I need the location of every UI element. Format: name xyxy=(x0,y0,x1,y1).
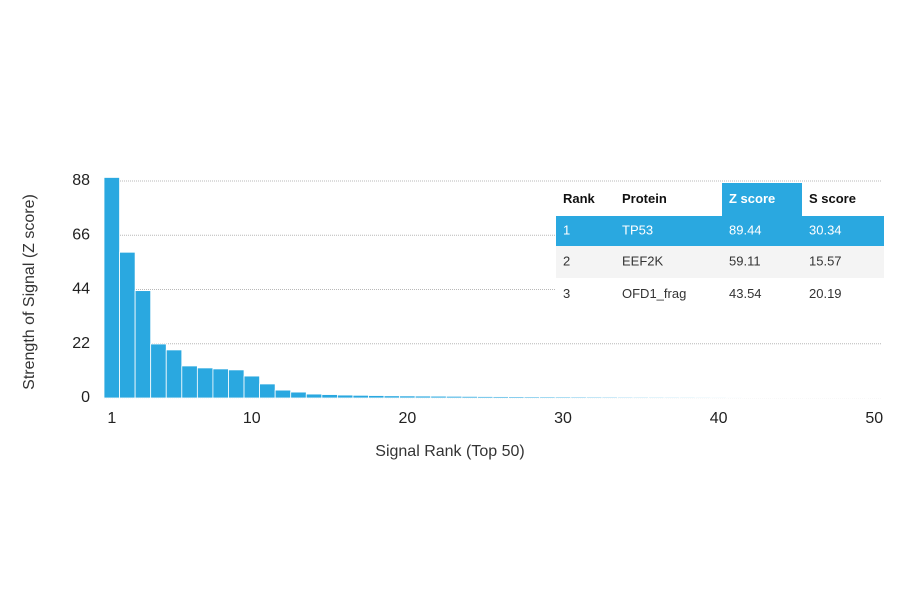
bar xyxy=(430,395,447,399)
bar xyxy=(834,396,852,399)
bar xyxy=(601,396,618,399)
bar xyxy=(492,396,509,399)
header-highlight xyxy=(722,183,802,216)
bar xyxy=(632,396,649,399)
bar xyxy=(648,396,665,399)
bar xyxy=(694,396,712,399)
table-cell: 3 xyxy=(563,286,570,301)
x-tick-label: 30 xyxy=(554,410,572,427)
bar xyxy=(134,290,152,399)
bar xyxy=(772,396,790,399)
y-tick-label: 44 xyxy=(72,281,90,298)
bar xyxy=(119,251,136,399)
bar xyxy=(196,367,214,399)
bar xyxy=(741,396,758,399)
bar xyxy=(243,375,260,399)
bar xyxy=(585,396,603,399)
bar xyxy=(679,396,696,399)
bar xyxy=(321,394,338,399)
table-cell: 1 xyxy=(563,222,570,237)
bar xyxy=(461,395,478,399)
bar xyxy=(103,177,120,399)
bar xyxy=(788,396,805,399)
bar xyxy=(414,395,432,399)
bar xyxy=(554,396,572,399)
bar xyxy=(663,396,681,399)
bar xyxy=(259,383,276,399)
bar xyxy=(570,396,587,399)
x-tick-label: 10 xyxy=(243,410,261,427)
x-tick-label: 20 xyxy=(399,410,417,427)
bar xyxy=(803,396,821,399)
table-header: Rank xyxy=(563,191,596,206)
bar xyxy=(274,389,292,399)
bar xyxy=(523,396,541,399)
y-axis-title: Strength of Signal (Z score) xyxy=(21,194,38,390)
bar xyxy=(445,395,463,399)
x-tick-label: 50 xyxy=(865,410,883,427)
y-tick-label: 88 xyxy=(72,172,90,189)
bar xyxy=(399,395,416,399)
table-cell: EEF2K xyxy=(622,253,664,268)
bar xyxy=(228,369,245,399)
table-cell: 89.44 xyxy=(729,222,762,237)
bar xyxy=(477,396,494,399)
bar xyxy=(336,394,354,399)
bar xyxy=(866,397,883,399)
table-cell: 43.54 xyxy=(729,286,762,301)
bar xyxy=(352,394,369,399)
table-header: Protein xyxy=(622,191,667,206)
y-tick-label: 0 xyxy=(81,389,90,406)
bar xyxy=(181,365,198,399)
table-row xyxy=(556,216,884,246)
bar xyxy=(617,396,634,399)
x-axis-title: Signal Rank (Top 50) xyxy=(375,443,524,460)
y-tick-label: 22 xyxy=(72,335,90,352)
bar xyxy=(726,396,743,399)
bar xyxy=(368,395,385,399)
table-row xyxy=(556,278,884,311)
bar xyxy=(819,396,836,399)
table-cell: 30.34 xyxy=(809,222,842,237)
bar xyxy=(383,395,401,399)
bar xyxy=(150,343,167,399)
table-cell: 15.57 xyxy=(809,253,842,268)
bar xyxy=(290,391,307,399)
bar xyxy=(165,349,183,399)
table-header: S score xyxy=(809,191,856,206)
bar xyxy=(710,396,727,399)
x-tick-label: 1 xyxy=(107,410,116,427)
table-row xyxy=(556,246,884,278)
bar xyxy=(212,368,229,399)
bar xyxy=(539,396,556,399)
table-cell: OFD1_frag xyxy=(622,286,686,301)
bar xyxy=(757,396,774,399)
table-cell: 20.19 xyxy=(809,286,842,301)
table-cell: TP53 xyxy=(622,222,653,237)
table-cell: 2 xyxy=(563,253,570,268)
bar xyxy=(850,396,867,399)
bar xyxy=(305,393,323,399)
table-header: Z score xyxy=(729,191,775,206)
x-tick-label: 40 xyxy=(710,410,728,427)
table-cell: 59.11 xyxy=(729,253,761,268)
bar xyxy=(508,396,525,399)
y-tick-label: 66 xyxy=(72,226,90,243)
